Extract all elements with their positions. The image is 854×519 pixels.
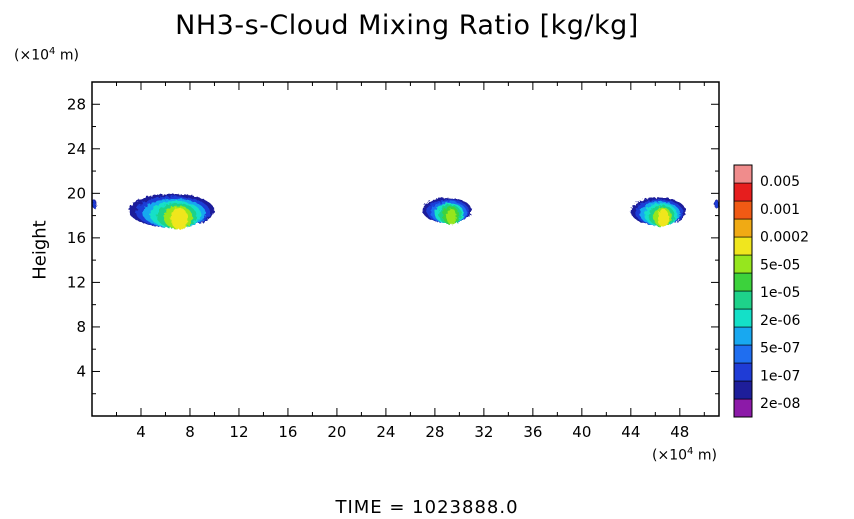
x-axis-unit: (×104 m) <box>652 446 717 464</box>
colorbar-swatch <box>733 326 753 346</box>
cloud-0 <box>128 193 215 230</box>
colorbar-swatch <box>733 236 753 256</box>
colorbar-swatch <box>733 200 753 220</box>
colorbar-label: 0.001 <box>760 202 800 218</box>
colorbar-label: 1e-07 <box>760 368 800 384</box>
colorbar-frame <box>733 164 753 418</box>
cloud-4 <box>714 199 719 209</box>
colorbar-swatch <box>733 308 753 328</box>
cloud-1-level-6 <box>446 208 457 225</box>
cloud-2 <box>630 197 687 228</box>
colorbar-label: 2e-08 <box>760 396 800 412</box>
colorbar-swatch <box>733 272 753 292</box>
colorbar-swatch <box>733 164 753 184</box>
cloud-field <box>92 193 719 230</box>
y-tick-label: 12 <box>67 273 86 291</box>
colorbar-swatch <box>733 344 753 364</box>
x-tick-label: 44 <box>621 423 640 441</box>
cloud-0-level-6 <box>170 207 188 230</box>
chart-title: NH3-s-Cloud Mixing Ratio [kg/kg] <box>175 10 639 41</box>
colorbar-label: 1e-05 <box>760 285 800 301</box>
x-tick-label: 24 <box>376 423 395 441</box>
y-tick-label: 24 <box>67 140 86 158</box>
x-tick-label: 48 <box>670 423 689 441</box>
colorbar-label: 5e-05 <box>760 257 800 273</box>
cloud-1 <box>422 197 472 225</box>
y-tick-label: 16 <box>67 229 86 247</box>
x-tick-label: 28 <box>425 423 444 441</box>
time-label: TIME = 1023888.0 <box>335 497 519 518</box>
colorbar-swatch <box>733 218 753 238</box>
colorbar: 0.005 0.001 0.0002 5e-05 1e-05 2e-06 5e-07 1e-0… <box>733 164 809 418</box>
cloud-4-level-1 <box>715 200 719 209</box>
colorbar-swatch <box>733 254 753 274</box>
colorbar-label: 2e-06 <box>760 313 800 329</box>
colorbar-swatch <box>733 398 753 418</box>
cloud-3-level-1 <box>93 200 96 209</box>
y-tick-label: 28 <box>67 95 86 113</box>
x-tick-label: 12 <box>229 423 248 441</box>
y-tick-label: 20 <box>67 184 86 202</box>
colorbar-swatch <box>733 290 753 310</box>
colorbar-label: 0.005 <box>760 174 800 190</box>
y-tick-label: 4 <box>76 362 86 380</box>
colorbar-label: 0.0002 <box>760 230 809 246</box>
cloud-2-level-6 <box>657 209 669 228</box>
x-tick-label: 32 <box>474 423 493 441</box>
colorbar-swatch <box>733 362 753 382</box>
x-tick-label: 40 <box>572 423 591 441</box>
y-tick-label: 8 <box>76 318 86 336</box>
y-axis-unit: (×104 m) <box>14 46 79 64</box>
x-tick-label: 4 <box>136 423 146 441</box>
x-tick-label: 8 <box>185 423 195 441</box>
x-tick-label: 16 <box>278 423 297 441</box>
colorbar-swatch <box>733 380 753 400</box>
plot-frame <box>91 81 720 417</box>
x-tick-label: 36 <box>523 423 542 441</box>
colorbar-swatch <box>733 182 753 202</box>
colorbar-label: 5e-07 <box>760 341 800 357</box>
cloud-3 <box>92 199 97 209</box>
x-tick-label: 20 <box>327 423 346 441</box>
